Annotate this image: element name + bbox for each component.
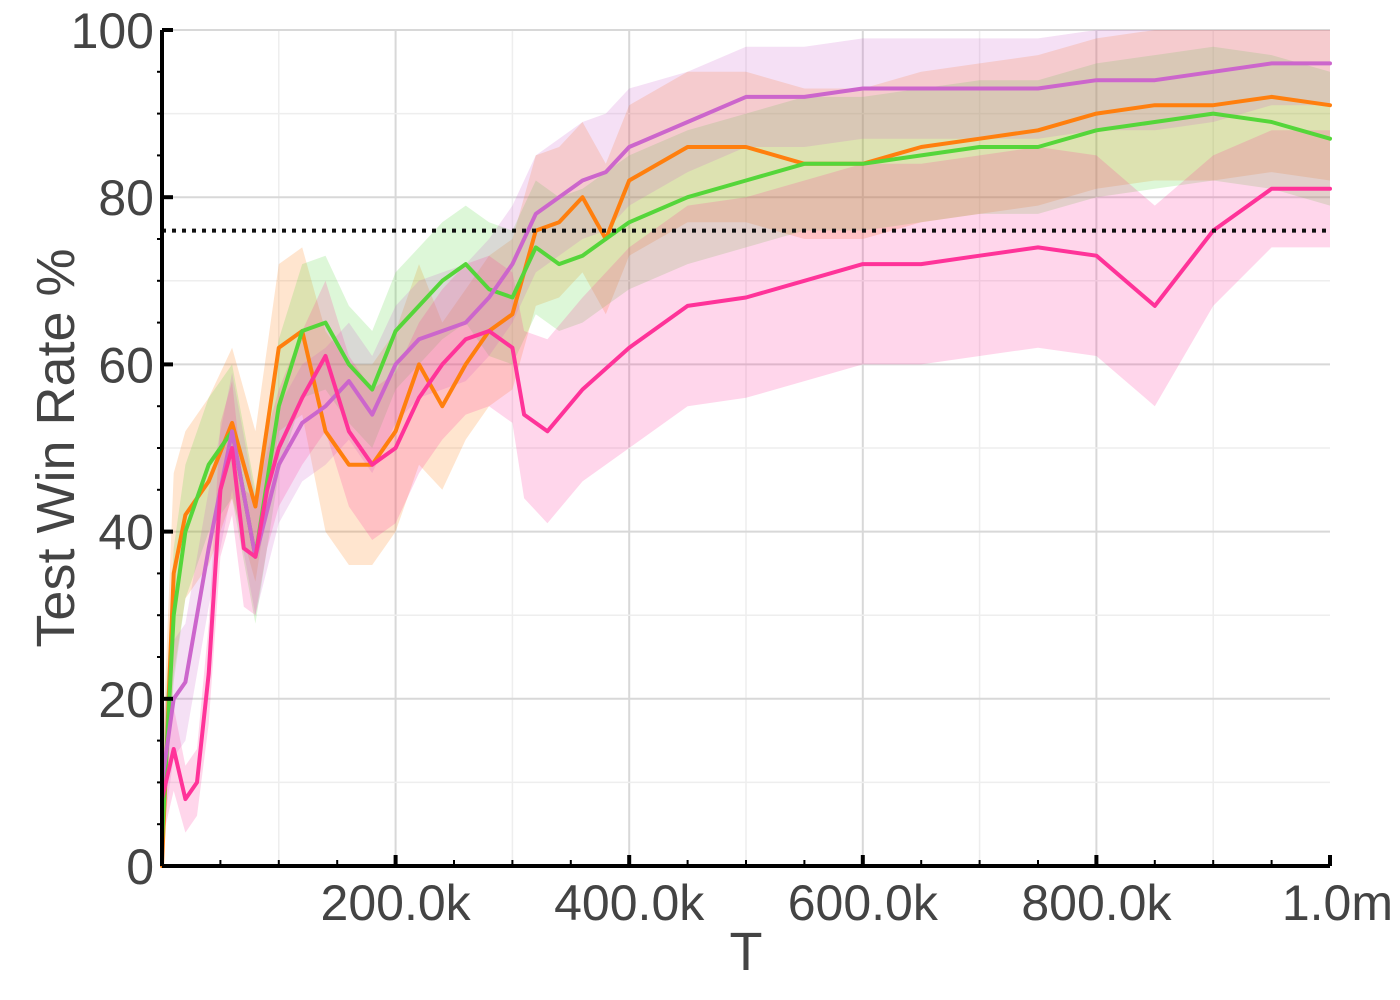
series-line-3 — [160, 186, 1332, 802]
series-band-3 — [162, 130, 1330, 841]
y-tick-label: 40 — [98, 505, 154, 561]
series-line-1 — [160, 111, 1332, 843]
x-axis-title: T — [730, 922, 763, 982]
y-tick-label: 0 — [126, 839, 154, 895]
y-tick-label: 60 — [98, 337, 154, 393]
y-tick-label: 80 — [98, 170, 154, 226]
grid-layer — [162, 29, 1330, 866]
series-lines — [160, 61, 1332, 868]
series-band-2 — [162, 30, 1330, 841]
tick-labels: 200.0k 400.0k 600.0k 800.0k 1.0m 0 20 40 60 80 100 — [71, 3, 1393, 931]
y-axis-title: Test Win Rate % — [26, 248, 86, 647]
x-tick-label: 200.0k — [321, 875, 472, 931]
x-tick-label: 400.0k — [554, 875, 705, 931]
series-line-2 — [160, 61, 1332, 785]
axes — [157, 28, 1332, 868]
x-tick-label: 800.0k — [1021, 875, 1172, 931]
y-tick-label: 100 — [71, 3, 154, 59]
series-band-1 — [162, 46, 1330, 866]
x-tick-label: 600.0k — [788, 875, 939, 931]
y-tick-label: 20 — [98, 672, 154, 728]
x-tick-label: 1.0m — [1282, 875, 1393, 931]
